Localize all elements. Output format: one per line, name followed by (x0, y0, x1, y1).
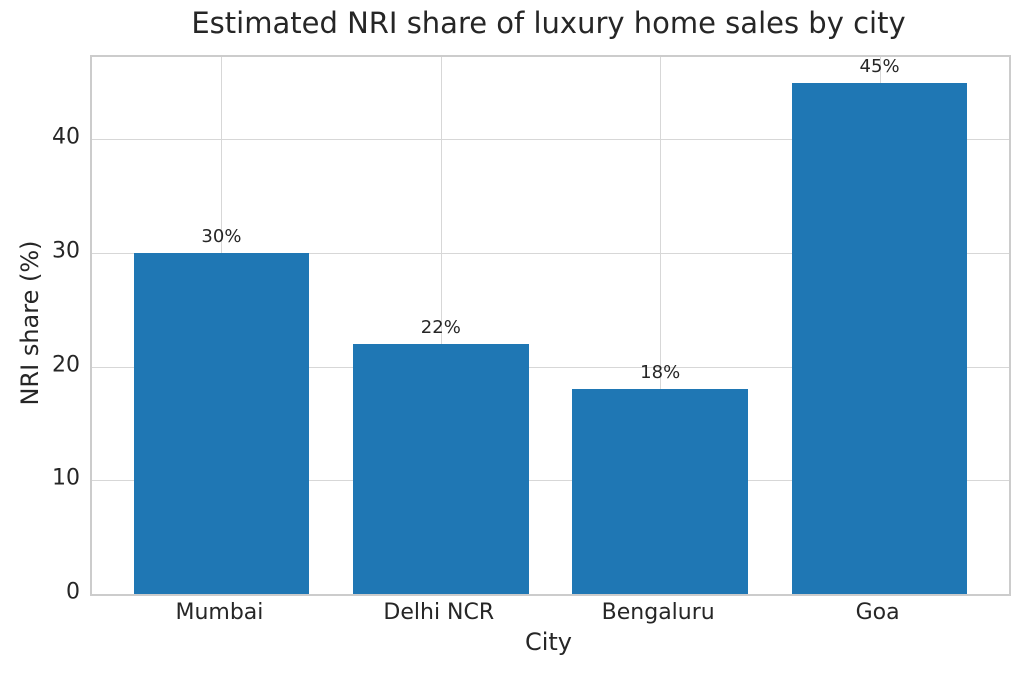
x-tick-label: Goa (855, 600, 900, 625)
bar-value-label: 30% (201, 226, 242, 248)
y-tick-label: 0 (66, 579, 80, 605)
bar-value-label: 45% (859, 55, 900, 77)
horizontal-gridline (92, 366, 1009, 368)
y-tick-label: 40 (52, 124, 80, 150)
y-tick-label: 10 (52, 465, 80, 491)
horizontal-gridline (92, 139, 1009, 141)
vertical-gridline (440, 57, 442, 594)
y-axis-label: NRI share (%) (16, 240, 44, 406)
x-axis-label: City (524, 628, 573, 656)
bar-delhi-ncr (353, 343, 529, 594)
plot-area: 30% 22% 18% 45% (90, 55, 1011, 596)
horizontal-gridline (92, 480, 1009, 482)
x-tick-label: Mumbai (175, 600, 264, 625)
vertical-gridline (660, 57, 662, 594)
horizontal-gridline (92, 253, 1009, 255)
bar-mumbai (133, 253, 310, 594)
x-tick-label: Delhi NCR (383, 600, 495, 625)
x-tick-label: Bengaluru (601, 600, 715, 625)
chart-title: Estimated NRI share of luxury home sales… (191, 6, 906, 40)
bar-goa (791, 82, 968, 594)
bar-value-label: 18% (640, 362, 681, 384)
bar-value-label: 22% (420, 316, 461, 338)
bar-bengaluru (572, 389, 748, 594)
y-tick-label: 30 (52, 238, 80, 264)
y-tick-label: 20 (52, 352, 80, 378)
